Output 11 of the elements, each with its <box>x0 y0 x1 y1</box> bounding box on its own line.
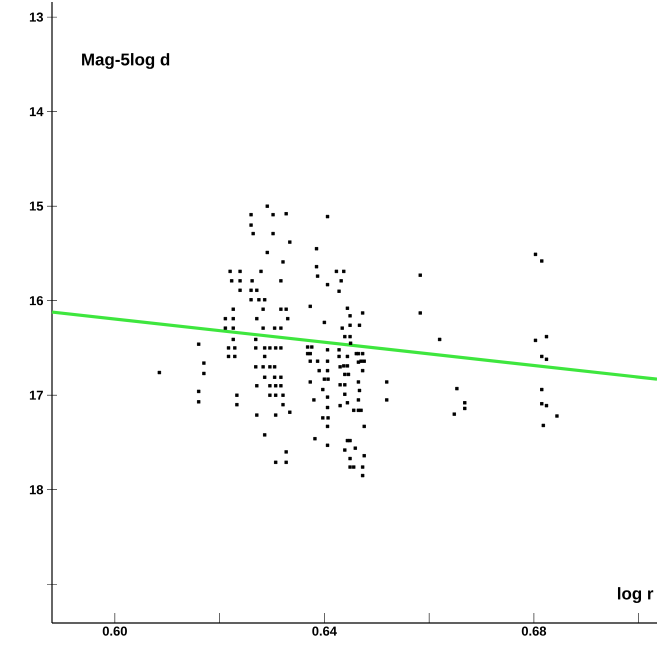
x-tick-label: 0.60 <box>102 626 127 636</box>
x-axis-title: log r <box>618 587 654 603</box>
y-tick-label: 13 <box>30 12 44 22</box>
y-tick-label: 16 <box>30 296 44 306</box>
y-tick-label: 17 <box>30 390 43 400</box>
y-tick-label: 14 <box>30 107 44 116</box>
x-tick-label: 0.64 <box>312 626 337 636</box>
y-tick-label: 18 <box>30 485 44 494</box>
y-tick-label: 15 <box>30 202 44 211</box>
y-axis-title: Mag-5log d <box>82 53 170 69</box>
x-tick-label: 0.68 <box>522 626 546 636</box>
